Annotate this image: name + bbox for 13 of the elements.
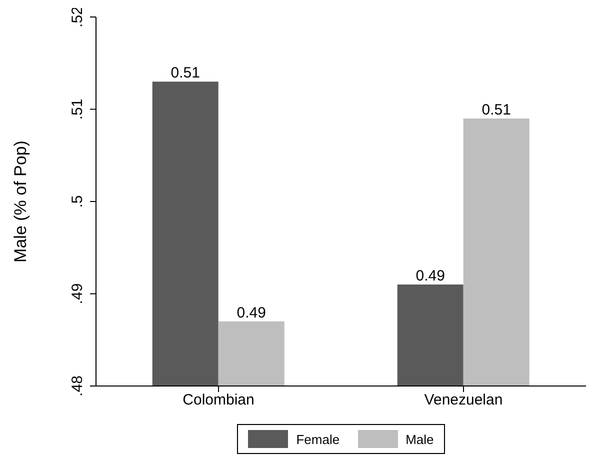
legend-label: Female: [296, 432, 340, 446]
x-tick-label: Colombian: [182, 392, 254, 409]
data-label: 0.49: [236, 304, 266, 322]
y-tick-label: .51: [69, 98, 86, 120]
data-label: 0.51: [482, 101, 511, 118]
y-tick-label: .48: [69, 376, 86, 396]
y-axis-title: Male (% of Pop): [11, 140, 30, 262]
y-tick-label: .5: [69, 195, 86, 208]
x-tick-label: Venezuelan: [424, 392, 503, 409]
data-label: 0.49: [416, 268, 445, 285]
legend-label: Male: [406, 432, 434, 446]
y-tick-label: .49: [69, 283, 86, 304]
data-label: 0.51: [170, 64, 200, 82]
